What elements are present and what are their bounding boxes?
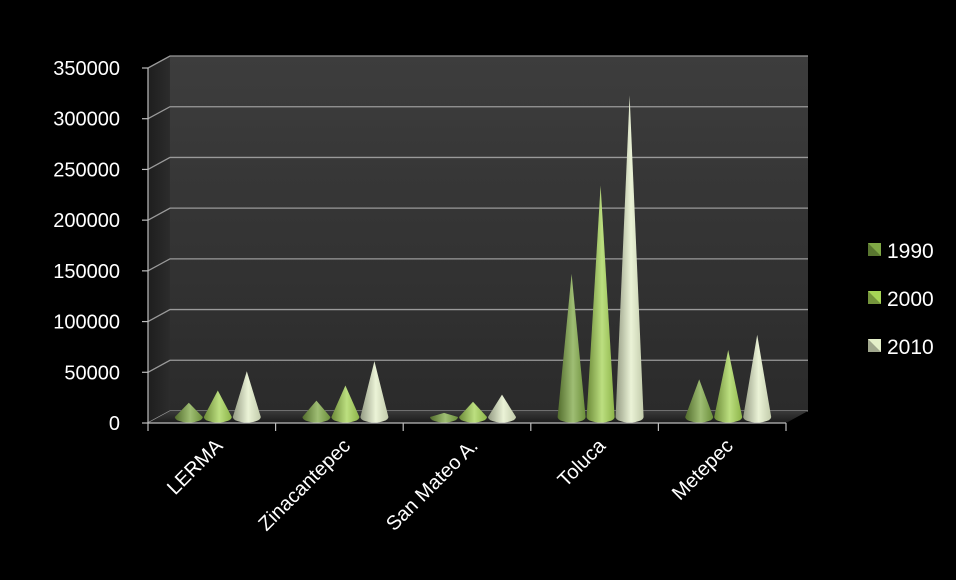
cone-2000 <box>203 390 232 423</box>
cone-2010 <box>360 361 389 423</box>
x-tick-label: San Mateo A. <box>382 435 482 535</box>
legend-label-2000: 2000 <box>887 288 934 311</box>
cone-2000 <box>714 349 743 423</box>
x-tick-label: Toluca <box>554 434 611 491</box>
cone-2010 <box>615 95 644 423</box>
y-tick-label: 150000 <box>53 261 120 283</box>
cone-1990 <box>302 400 331 423</box>
cone-1990 <box>685 379 714 423</box>
legend-label-1990: 1990 <box>887 240 934 263</box>
legend-swatch-shade <box>868 291 881 304</box>
side-wall <box>148 56 170 423</box>
gridline <box>147 258 808 272</box>
y-tick-label: 100000 <box>53 312 120 334</box>
x-tick-label: LERMA <box>163 435 228 500</box>
plot-area: 0 50000 100000 150000 200000 250000 300000 3500… <box>53 55 934 535</box>
cone-1990 <box>174 402 203 423</box>
x-tick-label: Zinacantepec <box>254 435 354 535</box>
legend-swatch-shade <box>868 243 881 256</box>
y-tick-label: 0 <box>109 413 120 435</box>
x-tick-label: Metepec <box>668 435 738 505</box>
cone-2010 <box>743 334 772 423</box>
gridline <box>147 55 808 69</box>
cone-1990 <box>430 412 458 423</box>
cone-2010 <box>232 371 261 423</box>
y-tick-label: 250000 <box>53 159 120 181</box>
back-wall <box>170 56 808 411</box>
cone-2000 <box>586 185 615 423</box>
legend-swatch-shade <box>868 339 881 352</box>
cone-1990 <box>557 273 586 423</box>
legend-label-2010: 2010 <box>887 336 934 359</box>
y-tick-label: 300000 <box>53 109 120 131</box>
cone-2010 <box>488 394 516 423</box>
y-tick-label: 50000 <box>64 362 120 384</box>
y-tick-label: 350000 <box>53 58 120 80</box>
gridline <box>147 156 808 170</box>
y-tick-label: 200000 <box>53 210 120 232</box>
cone-2000 <box>459 401 487 423</box>
cone-2000 <box>331 385 360 423</box>
gridline <box>147 106 808 120</box>
gridline <box>147 207 808 221</box>
